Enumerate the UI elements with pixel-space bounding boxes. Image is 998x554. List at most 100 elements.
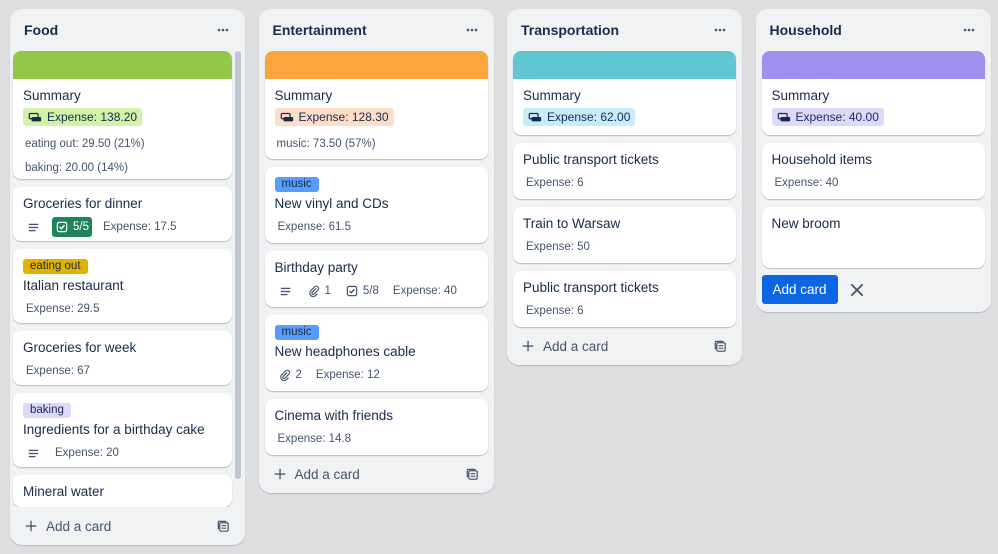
icon	[25, 520, 37, 532]
expense-text: Expense: 61.5	[277, 221, 352, 233]
list-menu-button[interactable]	[961, 22, 977, 38]
add-card-button[interactable]: Add a card	[521, 339, 608, 354]
summary-line: music: 73.50 (57%)	[276, 138, 376, 150]
card[interactable]: Household items Expense: 40	[761, 143, 985, 199]
summary-line: baking: 20.00 (14%)	[25, 162, 128, 174]
card[interactable]: Groceries for dinner 5/5 Expense: 17.5	[13, 187, 232, 242]
icon	[308, 285, 319, 298]
card-badges: Expense: 6	[523, 301, 726, 321]
description-badge	[23, 217, 44, 237]
expense-badge: Expense: 62.00	[523, 108, 636, 126]
expense-text: Expense: 40.00	[795, 110, 879, 124]
list: Entertainment Summary Expense: 128.30 music…	[258, 9, 494, 493]
card[interactable]: Birthday party 1 5/8 Expense: 40	[264, 251, 488, 307]
icon	[777, 112, 790, 122]
card-body: Summary Expense: 62.00	[513, 79, 736, 135]
expense-text: Expense: 12	[315, 369, 380, 381]
add-card-button[interactable]: Add card	[761, 275, 838, 304]
card-title: Groceries for dinner	[23, 196, 143, 211]
card-title: Birthday party	[274, 260, 358, 275]
card-body: Household items Expense: 40	[762, 143, 985, 199]
expense-text: Expense: 67	[26, 365, 90, 377]
expense-text: Expense: 50	[526, 241, 590, 253]
composer-input[interactable]: New broom	[762, 207, 985, 268]
card-title: Public transport tickets	[523, 152, 659, 167]
summary-card[interactable]: Summary Expense: 40.00	[761, 51, 985, 135]
card[interactable]: Cinema with friends Expense: 14.8	[264, 399, 488, 455]
card[interactable]: baking Ingredients for a birthday cake Exp…	[13, 393, 232, 467]
icon	[28, 449, 39, 458]
card[interactable]: Train to Warsaw Expense: 50	[513, 207, 736, 263]
icon	[28, 112, 42, 122]
attachment-badge: 1	[304, 281, 334, 301]
attachment-badge: 2	[275, 365, 305, 385]
card-badges: 2 Expense: 12	[275, 365, 478, 385]
card-title: Summary	[23, 88, 81, 103]
expense-badge: Expense: 40.00	[771, 108, 884, 126]
expense-badge: Expense: 128.30	[274, 108, 394, 126]
icon	[280, 112, 293, 122]
checklist-count: 5/8	[362, 285, 379, 297]
card-badges: Expense: 61.5	[275, 217, 478, 237]
card-title: New headphones cable	[274, 344, 416, 359]
summary-card[interactable]: Summary Expense: 138.20 eating out: 29.50 …	[13, 51, 232, 179]
card-title: Groceries for week	[23, 340, 137, 355]
template-button[interactable]	[713, 339, 728, 354]
card-badges: Expense: 50	[523, 237, 726, 257]
expense-text: Expense: 40	[392, 285, 457, 297]
card[interactable]: music New vinyl and CDs Expense: 61.5	[264, 167, 488, 243]
list-header: Transportation	[507, 9, 742, 51]
card-list: Summary Expense: 138.20 eating out: 29.50 …	[10, 51, 245, 507]
card-body: Groceries for week Expense: 67	[13, 331, 232, 385]
add-card-button[interactable]: Add a card	[24, 519, 111, 534]
add-card-button[interactable]: Add a card	[273, 467, 360, 482]
list-menu-button[interactable]	[712, 22, 728, 38]
card-badges: Expense: 29.5	[23, 299, 222, 319]
expense-text: Expense: 138.20	[47, 110, 138, 124]
card[interactable]: Public transport tickets Expense: 6	[513, 271, 736, 327]
card[interactable]: Mineral water	[13, 475, 232, 507]
card-body: Mineral water	[13, 475, 232, 507]
card-body: music New vinyl and CDs Expense: 61.5	[265, 167, 488, 243]
add-card-text: Add a card	[543, 338, 609, 354]
icon	[28, 223, 39, 231]
summary-card[interactable]: Summary Expense: 128.30 music: 73.50 (57%)	[264, 51, 488, 159]
expense-text: Expense: 17.5	[103, 221, 177, 233]
card-badges: Expense: 20	[23, 443, 222, 463]
list-title: Transportation	[521, 22, 620, 38]
template-button[interactable]	[216, 519, 231, 534]
expense-text: Expense: 6	[526, 177, 584, 189]
card-title: Italian restaurant	[23, 278, 124, 294]
summary-card[interactable]: Summary Expense: 62.00	[513, 51, 736, 135]
card-badges: Expense: 14.8	[275, 429, 478, 449]
card-body: Summary Expense: 138.20 eating out: 29.50 …	[13, 79, 232, 179]
card-cover	[513, 51, 736, 79]
scrollbar	[235, 51, 241, 479]
card-body: Public transport tickets Expense: 6	[513, 143, 736, 199]
list-footer: Add a card	[10, 507, 245, 545]
card[interactable]: Public transport tickets Expense: 6	[513, 143, 736, 199]
list-menu-button[interactable]	[215, 22, 231, 38]
card-badges: 1 5/8 Expense: 40	[275, 281, 478, 301]
card-body: Public transport tickets Expense: 6	[513, 271, 736, 327]
checklist-count: 5/5	[73, 221, 89, 233]
card[interactable]: music New headphones cable 2 Expense: 12	[264, 315, 488, 391]
add-card-text: Add a card	[46, 518, 112, 534]
card-body: music New headphones cable 2 Expense: 12	[265, 315, 488, 391]
expense-text: Expense: 6	[526, 305, 584, 317]
attachment-count: 1	[324, 285, 331, 297]
card-title: Summary	[771, 88, 830, 103]
template-button[interactable]	[465, 467, 480, 482]
card-label: baking	[23, 403, 71, 419]
card[interactable]: Groceries for week Expense: 67	[13, 331, 232, 386]
card-body: baking Ingredients for a birthday cake Exp…	[13, 393, 232, 467]
list: Food Summary Expense: 138.20 eating out: 29…	[10, 9, 245, 545]
list-footer: Add a card	[507, 327, 742, 365]
icon	[279, 369, 290, 382]
list-menu-button[interactable]	[464, 22, 480, 38]
icon	[346, 285, 358, 297]
cancel-button[interactable]	[848, 281, 866, 299]
attachment-count: 2	[295, 369, 302, 381]
composer-card[interactable]: New broom	[761, 207, 985, 268]
card[interactable]: eating out Italian restaurant Expense: 29.…	[13, 249, 232, 323]
